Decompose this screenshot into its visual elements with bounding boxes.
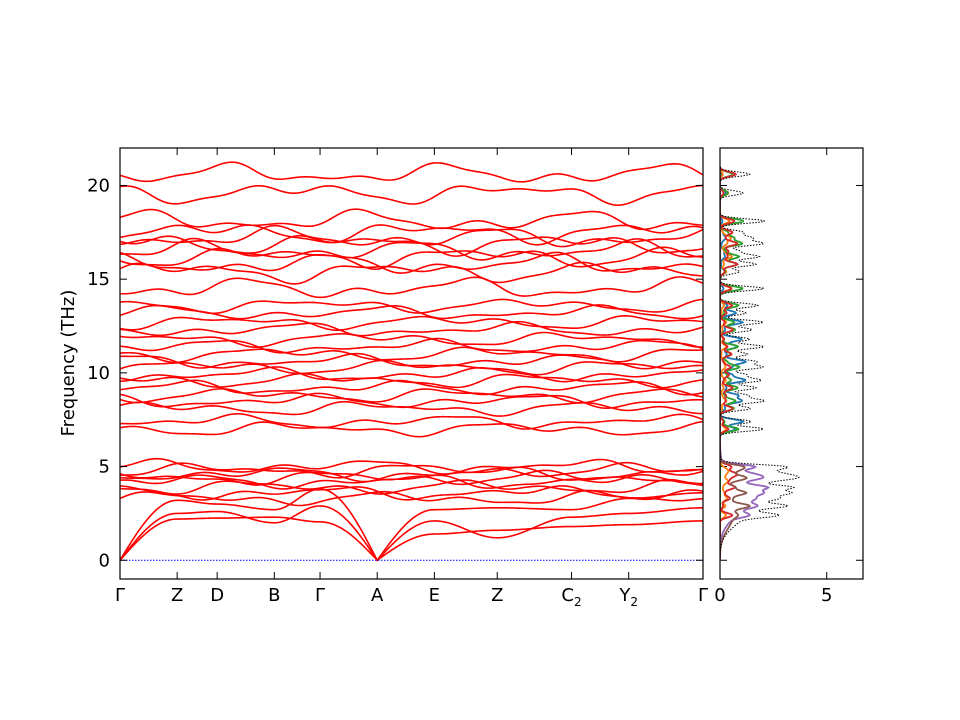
optical-band-2 [120, 485, 703, 501]
partial-dos-5 [720, 166, 770, 561]
optical-band-1 [120, 489, 703, 507]
optical-band-6 [120, 466, 703, 483]
optical-band-26 [120, 276, 703, 299]
k-point-label: C2 [561, 585, 581, 609]
optical-band-32 [120, 224, 703, 248]
k-point-label: A [371, 585, 384, 606]
k-point-label: D [210, 585, 224, 606]
optical-band-25 [120, 298, 703, 315]
partial-dos-6 [720, 166, 751, 561]
k-point-label: Γ [698, 585, 708, 606]
optical-band-22 [120, 320, 703, 337]
optical-band-34 [120, 208, 703, 231]
total-dos [720, 166, 800, 561]
y-tick-label: 0 [99, 550, 110, 571]
k-point-subscript: 2 [574, 595, 582, 609]
optical-band-13 [120, 388, 703, 404]
optical-band-11 [120, 400, 703, 417]
optical-band-19 [120, 346, 703, 364]
y-axis-label: Frequency (THz) [58, 290, 79, 437]
acoustic-band-1 [120, 516, 703, 562]
k-point-label: Y2 [618, 585, 638, 609]
optical-band-3 [120, 478, 703, 495]
optical-band-16 [120, 366, 703, 383]
optical-band-33 [120, 224, 703, 246]
k-point-label: Γ [315, 585, 325, 606]
y-tick-label: 5 [99, 457, 110, 478]
optical-band-24 [120, 304, 703, 320]
partial-dos-3 [720, 166, 745, 561]
partial-dos-4 [720, 166, 739, 561]
optical-band-23 [120, 315, 703, 331]
dos-curves [720, 166, 800, 561]
optical-band-4 [120, 473, 703, 490]
optical-band-36 [120, 161, 703, 183]
k-path-axis: Γ Z D B Γ A E Z C2 Y2 Γ [115, 585, 708, 609]
phonon-bands [120, 161, 703, 562]
acoustic-band-2 [120, 505, 703, 562]
k-point-label: B [268, 585, 280, 606]
optical-band-28 [120, 251, 703, 274]
optical-band-12 [120, 392, 703, 409]
optical-band-35 [120, 184, 703, 206]
y-tick-label: 20 [87, 175, 110, 196]
optical-band-31 [120, 234, 703, 257]
acoustic-band-3 [120, 488, 703, 562]
optical-band-8 [120, 457, 703, 475]
frequency-axis: 0 5 10 15 20 [87, 175, 863, 571]
optical-band-30 [120, 237, 703, 261]
optical-band-9 [120, 420, 703, 438]
k-point-label: Z [171, 585, 183, 606]
optical-band-10 [120, 413, 703, 430]
y-tick-label: 15 [87, 269, 110, 290]
k-point-label: E [429, 585, 440, 606]
y-tick-label: 10 [87, 363, 110, 384]
optical-band-21 [120, 331, 703, 349]
optical-band-15 [120, 372, 703, 389]
band-panel-frame [119, 147, 704, 580]
optical-band-27 [120, 261, 703, 285]
dos-x-tick-label: 0 [714, 585, 725, 606]
k-point-label: Γ [115, 585, 125, 606]
k-point-label: Z [491, 585, 503, 606]
k-point-subscript: 2 [630, 595, 638, 609]
optical-band-20 [120, 337, 703, 354]
dos-x-tick-label: 5 [821, 585, 832, 606]
dos-panel-frame [719, 147, 864, 580]
optical-band-29 [120, 246, 703, 270]
